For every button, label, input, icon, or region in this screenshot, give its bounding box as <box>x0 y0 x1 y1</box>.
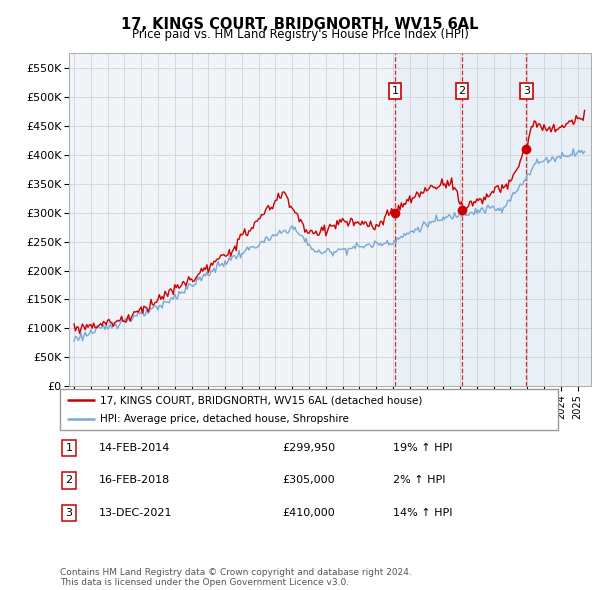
Text: Price paid vs. HM Land Registry's House Price Index (HPI): Price paid vs. HM Land Registry's House … <box>131 28 469 41</box>
Text: £305,000: £305,000 <box>282 476 335 486</box>
Text: 1: 1 <box>391 86 398 96</box>
Text: 13-DEC-2021: 13-DEC-2021 <box>99 508 173 518</box>
Text: 3: 3 <box>523 86 530 96</box>
Text: 2: 2 <box>458 86 466 96</box>
Text: 17, KINGS COURT, BRIDGNORTH, WV15 6AL: 17, KINGS COURT, BRIDGNORTH, WV15 6AL <box>121 17 479 31</box>
Text: Contains HM Land Registry data © Crown copyright and database right 2024.
This d: Contains HM Land Registry data © Crown c… <box>60 568 412 587</box>
Text: £299,950: £299,950 <box>282 443 335 453</box>
Bar <box>395 53 591 386</box>
Text: 14% ↑ HPI: 14% ↑ HPI <box>393 508 452 518</box>
Text: 3: 3 <box>65 508 73 518</box>
Text: 2: 2 <box>65 476 73 486</box>
Text: 1: 1 <box>65 443 73 453</box>
FancyBboxPatch shape <box>60 389 558 430</box>
Text: 2% ↑ HPI: 2% ↑ HPI <box>393 476 445 486</box>
Text: £410,000: £410,000 <box>282 508 335 518</box>
Text: HPI: Average price, detached house, Shropshire: HPI: Average price, detached house, Shro… <box>100 414 349 424</box>
Text: 14-FEB-2014: 14-FEB-2014 <box>99 443 170 453</box>
Text: 16-FEB-2018: 16-FEB-2018 <box>99 476 170 486</box>
Text: 19% ↑ HPI: 19% ↑ HPI <box>393 443 452 453</box>
Text: 17, KINGS COURT, BRIDGNORTH, WV15 6AL (detached house): 17, KINGS COURT, BRIDGNORTH, WV15 6AL (d… <box>100 395 422 405</box>
